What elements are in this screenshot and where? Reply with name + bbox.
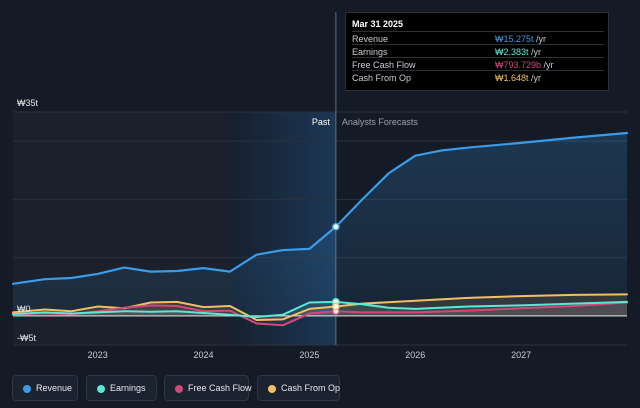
legend-item-revenue[interactable]: Revenue xyxy=(12,375,78,401)
series-line xyxy=(11,131,629,285)
series-line xyxy=(12,301,628,327)
series-areas xyxy=(13,132,627,326)
tooltip-label: Free Cash Flow xyxy=(352,60,416,70)
tooltip-value: ₩793.729b /yr xyxy=(495,60,554,70)
tooltip-value: ₩15.275t /yr xyxy=(495,34,546,44)
legend-label: Free Cash Flow xyxy=(188,383,252,393)
legend-label: Earnings xyxy=(110,383,146,393)
tooltip-value-number: ₩1.648t xyxy=(495,73,529,83)
tooltip-row-free-cash-flow: Free Cash Flow ₩793.729b /yr xyxy=(352,57,604,70)
past-label: Past xyxy=(312,117,331,127)
legend-item-free-cash-flow[interactable]: Free Cash Flow xyxy=(164,375,252,401)
legend-item-cash-from-op[interactable]: Cash From Op xyxy=(257,375,340,401)
tooltip-label: Cash From Op xyxy=(352,73,412,83)
x-tick-label: 2027 xyxy=(511,350,531,360)
axis-labels: ₩35t ₩0 -₩5t 2023 2024 2025 2026 2027 Past Analys… xyxy=(17,98,531,360)
series-area xyxy=(13,132,627,316)
series-area xyxy=(13,301,627,318)
dot-icon xyxy=(97,385,105,393)
highlight-markers xyxy=(331,222,340,316)
tooltip-unit: /yr xyxy=(528,73,542,83)
legend-item-earnings[interactable]: Earnings xyxy=(86,375,157,401)
legend-label: Revenue xyxy=(36,383,73,393)
tooltip-unit: /yr xyxy=(533,34,547,44)
data-point-marker xyxy=(331,302,340,311)
tooltip-value-number: ₩15.275t xyxy=(495,34,534,44)
dot-icon xyxy=(268,385,276,393)
series-area xyxy=(13,302,627,326)
tooltip-date: Mar 31 2025 xyxy=(352,19,404,29)
tooltip-row-earnings: Earnings ₩2.383t /yr xyxy=(352,44,604,57)
tooltip-value: ₩2.383t /yr xyxy=(495,47,541,57)
dot-icon xyxy=(23,385,31,393)
y-tick-label: -₩5t xyxy=(17,333,36,343)
y-tick-label: ₩35t xyxy=(17,98,39,108)
x-tick-label: 2026 xyxy=(405,350,425,360)
tooltip-value: ₩1.648t /yr xyxy=(495,73,541,83)
tooltip-panel: Mar 31 2025 Revenue ₩15.275t /yr Earning… xyxy=(345,12,609,91)
series-line xyxy=(12,293,628,321)
tooltip-row-cash-from-op: Cash From Op ₩1.648t /yr xyxy=(352,70,604,83)
data-point-marker xyxy=(331,222,340,231)
series-lines xyxy=(11,131,629,327)
tooltip-row-revenue: Revenue ₩15.275t /yr xyxy=(352,31,604,44)
y-tick-label: ₩0 xyxy=(17,304,31,314)
forecast-label: Analysts Forecasts xyxy=(342,117,419,127)
tooltip-value-number: ₩2.383t xyxy=(495,47,529,57)
series-line xyxy=(12,300,628,319)
tooltip-value-number: ₩793.729b xyxy=(495,60,542,70)
tooltip-unit: /yr xyxy=(528,47,542,57)
legend-label: Cash From Op xyxy=(281,383,341,393)
dot-icon xyxy=(175,385,183,393)
x-tick-label: 2024 xyxy=(194,350,214,360)
tooltip-label: Earnings xyxy=(352,47,388,57)
tooltip-unit: /yr xyxy=(541,60,554,70)
tooltip-label: Revenue xyxy=(352,34,389,44)
series-area xyxy=(13,294,627,320)
x-tick-label: 2023 xyxy=(88,350,108,360)
x-tick-label: 2025 xyxy=(299,350,319,360)
